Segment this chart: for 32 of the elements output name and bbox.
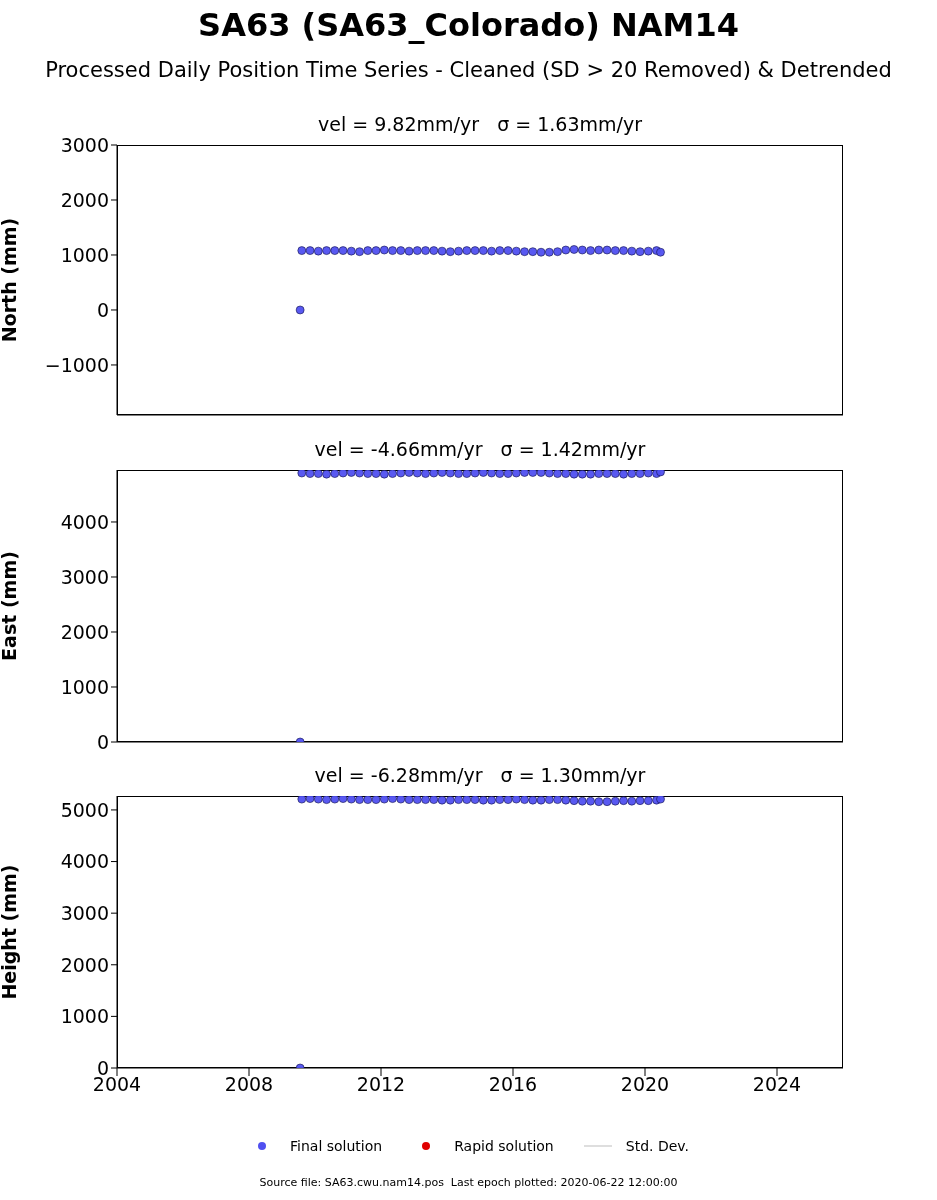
chart-title: vel = -4.66mm/yr σ = 1.42mm/yr [313, 438, 647, 460]
legend-label: Final solution [290, 1138, 383, 1154]
legend-label: Rapid solution [454, 1138, 554, 1154]
y-tick-label: 0 [96, 298, 109, 321]
y-tick-label: 2000 [60, 953, 109, 976]
y-tick-label: 1000 [60, 675, 109, 698]
y-axis-title: East (mm) [0, 551, 20, 661]
chart-subtitle: Processed Daily Position Time Series - Cleaned (SD > 20 Removed) & Detrended [44, 58, 893, 82]
y-tick-label: 3000 [60, 901, 109, 924]
y-tick-label: 1000 [60, 243, 109, 266]
y-axis-title: North (mm) [0, 217, 20, 343]
y-tick-label: 4000 [60, 850, 109, 873]
y-tick-label: 3000 [60, 133, 109, 156]
y-tick-label: 2000 [60, 620, 109, 643]
y-tick-label: 1000 [60, 1005, 109, 1028]
x-tick-label: 2012 [356, 1073, 406, 1096]
y-tick-label: 3000 [60, 565, 109, 588]
x-tick-label: 2016 [488, 1073, 538, 1096]
chart-title: vel = -6.28mm/yr σ = 1.30mm/yr [313, 764, 647, 786]
y-tick-label: 5000 [60, 798, 109, 821]
legend-label: Std. Dev. [625, 1138, 689, 1154]
y-tick-label: 2000 [60, 188, 109, 211]
y-tick-label: −1000 [44, 353, 109, 376]
x-tick-label: 2020 [620, 1073, 670, 1096]
y-axis-title: Height (mm) [0, 864, 20, 1000]
source-note: Source file: SA63.cwu.nam14.pos Last epoch plotted: 2020-06-22 12:00:00 [258, 1176, 679, 1189]
y-tick-label: 4000 [60, 510, 109, 533]
x-tick-label: 2024 [752, 1073, 802, 1096]
chart-title: SA63 (SA63_Colorado) NAM14 [197, 6, 740, 44]
x-tick-label: 2008 [224, 1073, 274, 1096]
text: vel = 9.82mm/yr σ = 1.63mm/yr [317, 113, 643, 135]
y-tick-label: 0 [96, 730, 109, 753]
